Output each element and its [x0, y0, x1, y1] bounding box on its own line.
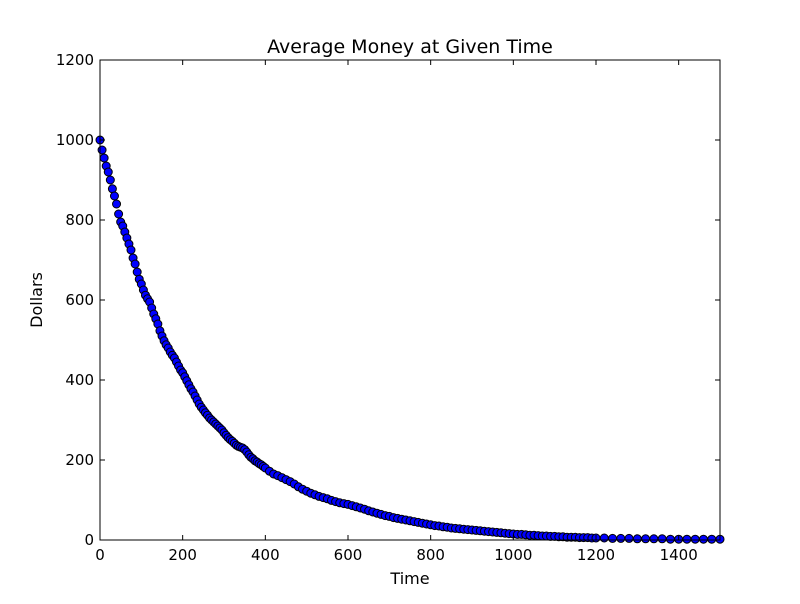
- data-point: [126, 245, 136, 255]
- x-tick-label: 1400: [660, 546, 698, 564]
- data-point: [624, 533, 634, 543]
- y-axis-label: Dollars: [27, 272, 46, 328]
- data-point: [657, 534, 667, 544]
- axis-ticks: 0 200 400 600 800 1000 1200 1400 0 200 400 600 800 10…: [56, 51, 720, 564]
- y-tick-label: 800: [65, 211, 94, 229]
- data-point: [599, 533, 609, 543]
- data-point: [649, 534, 659, 544]
- x-tick-label: 800: [416, 546, 445, 564]
- data-point: [99, 153, 109, 163]
- x-tick-label: 1000: [494, 546, 532, 564]
- y-tick-label: 1200: [56, 51, 94, 69]
- data-point: [608, 533, 618, 543]
- data-point: [707, 534, 717, 544]
- data-point: [105, 175, 115, 185]
- data-point: [665, 534, 675, 544]
- x-axis-label: Time: [389, 569, 429, 588]
- data-point: [130, 259, 140, 269]
- y-tick-label: 400: [65, 371, 94, 389]
- data-points: [95, 135, 725, 544]
- y-tick-label: 600: [65, 291, 94, 309]
- x-tick-label: 600: [334, 546, 363, 564]
- data-point: [97, 145, 107, 155]
- data-point: [641, 534, 651, 544]
- data-point: [114, 209, 124, 219]
- y-tick-label: 1000: [56, 131, 94, 149]
- x-tick-label: 1200: [577, 546, 615, 564]
- data-point: [698, 534, 708, 544]
- y-tick-label: 200: [65, 451, 94, 469]
- plot-frame: [99, 59, 721, 541]
- x-tick-label: 200: [168, 546, 197, 564]
- data-point: [103, 167, 113, 177]
- data-point: [109, 191, 119, 201]
- data-point: [690, 534, 700, 544]
- plot-area: [100, 60, 720, 540]
- data-point: [632, 534, 642, 544]
- x-tick-label: 0: [95, 546, 105, 564]
- chart-title: Average Money at Given Time: [267, 36, 553, 58]
- x-tick-label: 400: [251, 546, 280, 564]
- data-point: [616, 533, 626, 543]
- data-point: [112, 199, 122, 209]
- y-tick-label: 0: [84, 531, 94, 549]
- data-point: [682, 534, 692, 544]
